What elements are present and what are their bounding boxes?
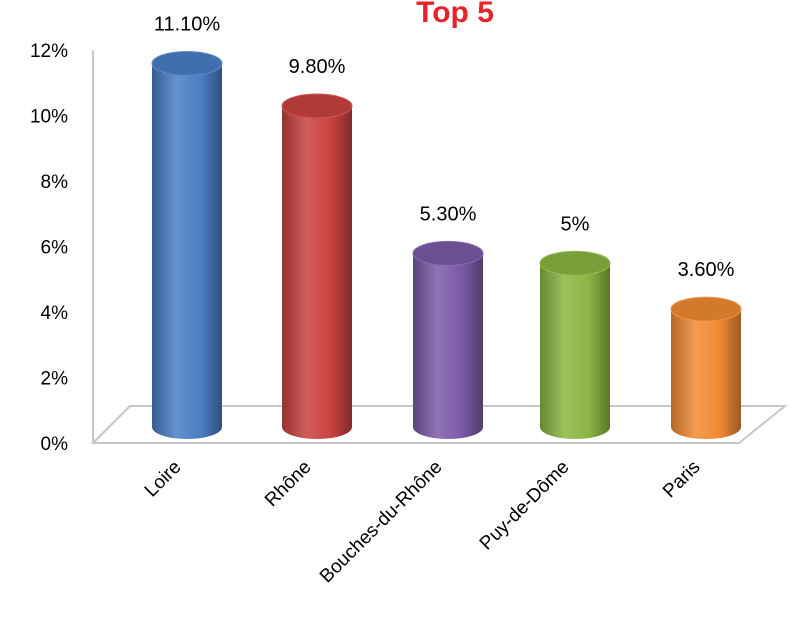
x-tick-label: Puy-de-Dôme — [476, 457, 574, 555]
bar-rh-ne — [281, 93, 353, 440]
data-label: 5.30% — [420, 203, 477, 225]
chart-frame — [90, 50, 788, 444]
y-axis: 0% 2% 4% 6% 8% 10% 12% — [30, 41, 68, 455]
y-tick-label: 6% — [41, 238, 69, 259]
data-label: 5% — [561, 213, 590, 235]
bar-top — [412, 240, 484, 266]
bar-puy-de-d-me — [539, 250, 611, 439]
bar-top — [281, 93, 353, 119]
x-tick-label: Rhône — [261, 457, 315, 511]
x-axis: Loire Rhône Bouches-du-Rhône Puy-de-Dôme Par… — [141, 457, 705, 588]
data-labels-group: 11.10% 9.80% 5.30% 5% 3.60% — [154, 13, 735, 281]
bar-bouches-du-rh-ne — [412, 240, 484, 439]
bar-top — [539, 250, 611, 276]
bar-body — [413, 253, 483, 439]
floor-left-edge — [92, 405, 131, 444]
y-tick-label: 0% — [41, 434, 69, 455]
bar-top — [151, 50, 223, 76]
data-label: 3.60% — [678, 259, 735, 281]
y-tick-label: 10% — [30, 107, 68, 128]
y-tick-label: 4% — [41, 303, 69, 324]
x-tick-label: Bouches-du-Rhône — [316, 457, 447, 588]
x-tick-label: Paris — [659, 457, 704, 502]
bar-body — [540, 263, 610, 439]
bar-body — [671, 309, 741, 439]
data-label: 11.10% — [154, 13, 221, 35]
y-tick-label: 8% — [41, 172, 69, 193]
bar-paris — [670, 296, 742, 439]
x-tick-label: Loire — [141, 457, 186, 502]
chart-title: Top 5 — [416, 0, 494, 29]
bars-group — [151, 50, 742, 440]
bar-top — [670, 296, 742, 322]
bar-body — [282, 106, 352, 440]
y-tick-label: 12% — [30, 41, 68, 62]
bar-loire — [151, 50, 223, 439]
y-tick-label: 2% — [41, 369, 69, 390]
data-label: 9.80% — [289, 56, 346, 78]
bar-body — [152, 63, 222, 439]
